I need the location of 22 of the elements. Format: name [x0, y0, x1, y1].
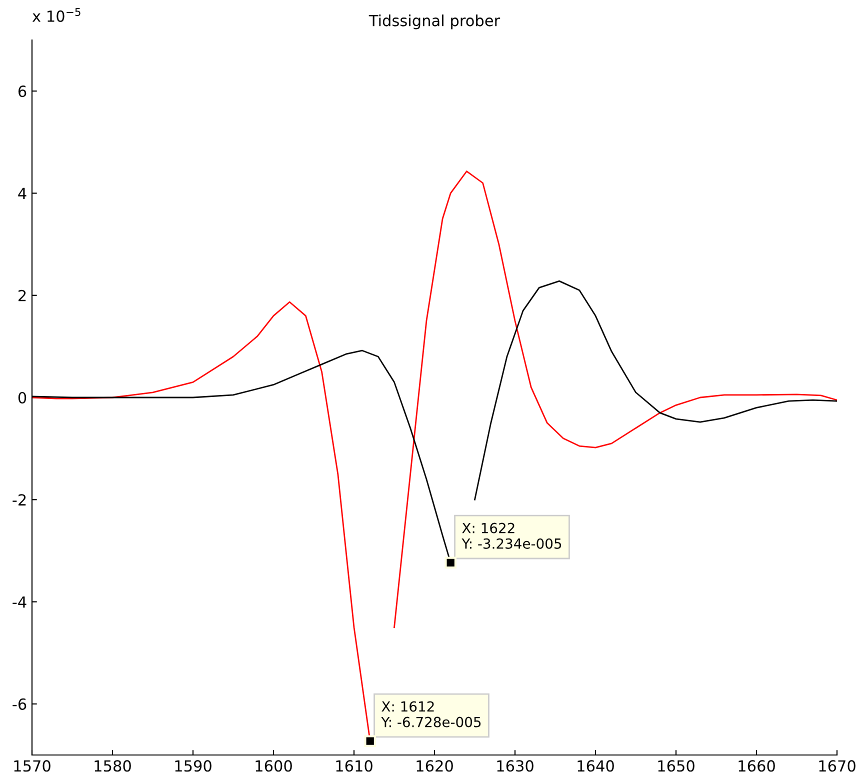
x-tick-label: 1620 [416, 760, 453, 772]
y-tick-label: 0 [18, 392, 26, 404]
y-tick-label: 4 [18, 188, 26, 200]
y-tick-label: -4 [12, 596, 26, 608]
x-tick-label: 1600 [256, 760, 292, 772]
x-tick-label: 1580 [94, 760, 131, 772]
x-tick-label: 1650 [658, 760, 694, 772]
y-tick-label: 6 [18, 86, 26, 98]
x-tick-label: 1670 [819, 760, 856, 772]
chart-title: Tidssignal prober [368, 14, 500, 30]
x-tick-label: 1610 [336, 760, 372, 772]
x-tick-label: 1570 [14, 760, 50, 772]
x-tick-label: 1590 [175, 760, 212, 772]
x-tick-label: 1660 [738, 760, 775, 772]
annotation: X: 1612 Y: -6.728e-005 [381, 701, 481, 728]
y-tick-label: -6 [12, 698, 26, 710]
text: x 10$^{−5}$ [32, 8, 80, 22]
y-tick-label: -2 [12, 494, 26, 506]
annotation: X: 1622 Y: -3.234e-005 [462, 522, 562, 549]
x-tick-label: 1630 [497, 760, 534, 772]
y-tick-label: 2 [18, 290, 26, 302]
x-tick-label: 1640 [578, 760, 614, 772]
